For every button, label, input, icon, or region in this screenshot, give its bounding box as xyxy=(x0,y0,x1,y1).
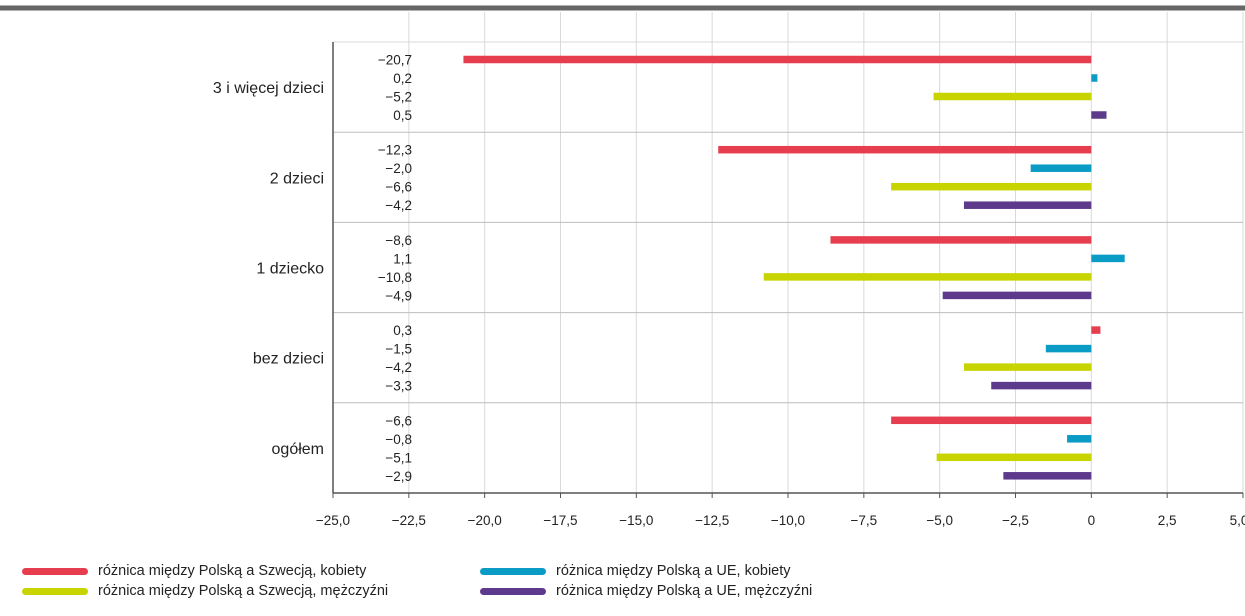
axes xyxy=(332,42,1244,498)
data-label: −2,9 xyxy=(385,469,412,484)
data-label: −4,2 xyxy=(385,360,412,375)
value-labels: −20,7 0,2 −5,2 0,5 −12,3 −2,0 −6,6 −4,2 −8,6 1,1 −… xyxy=(378,53,412,484)
bar xyxy=(1045,344,1092,353)
x-tick-label: −12,5 xyxy=(695,513,729,528)
legend-swatch xyxy=(22,587,88,595)
bar xyxy=(891,182,1092,191)
legend: różnica między Polską a Szwecją, kobiety… xyxy=(22,563,922,613)
bars xyxy=(463,55,1125,480)
bar xyxy=(891,416,1092,425)
x-tick-label: −20,0 xyxy=(468,513,502,528)
x-tick-label: −10,0 xyxy=(771,513,805,528)
legend-swatch xyxy=(480,567,546,575)
bar xyxy=(933,92,1092,101)
legend-swatch xyxy=(480,587,546,595)
x-tick-label: 2,5 xyxy=(1158,513,1177,528)
bar xyxy=(991,381,1092,390)
data-label: 0,3 xyxy=(393,323,412,338)
x-tick-label: −7,5 xyxy=(851,513,878,528)
x-tick-label: 5,0 xyxy=(1230,513,1245,528)
data-label: −20,7 xyxy=(378,53,412,68)
bar xyxy=(963,363,1092,371)
x-tick-labels: −25,0 −22,5 −20,0 −17,5 −15,0 −12,5 −10,0 −7,5 −… xyxy=(316,513,1245,528)
category-label: 2 dzieci xyxy=(270,170,324,187)
data-label: −5,2 xyxy=(385,90,412,105)
bar xyxy=(1030,164,1092,172)
bar xyxy=(718,145,1092,154)
legend-item-pl-eu-women: różnica między Polską a UE, kobiety xyxy=(480,563,791,579)
x-tick-label: −5,0 xyxy=(926,513,953,528)
bar xyxy=(1003,472,1092,480)
category-label: 1 dziecko xyxy=(256,261,324,278)
bar xyxy=(1067,435,1092,443)
data-label: 0,5 xyxy=(393,108,412,123)
category-separators xyxy=(333,131,1243,404)
bar xyxy=(1091,326,1101,334)
legend-item-pl-eu-men: różnica między Polską a UE, mężczyźni xyxy=(480,583,812,599)
bar xyxy=(830,236,1092,244)
data-label: −6,6 xyxy=(385,413,412,428)
bar xyxy=(763,273,1092,281)
data-label: −12,3 xyxy=(378,143,412,158)
data-label: 0,2 xyxy=(393,71,412,86)
data-label: −3,3 xyxy=(385,379,412,394)
x-tick-label: 0 xyxy=(1088,513,1096,528)
bar xyxy=(463,55,1092,64)
data-label: −1,5 xyxy=(385,342,412,357)
bar xyxy=(1091,254,1125,263)
category-label: ogółem xyxy=(272,441,324,458)
legend-label: różnica między Polską a Szwecją, kobiety xyxy=(98,563,367,579)
data-label: −5,1 xyxy=(385,450,412,465)
bar xyxy=(963,201,1092,209)
legend-label: różnica między Polską a Szwecją, mężczyź… xyxy=(98,583,389,599)
x-tick-label: −2,5 xyxy=(1002,513,1029,528)
legend-item-pl-se-women: różnica między Polską a Szwecją, kobiety xyxy=(22,563,366,579)
legend-item-pl-se-men: różnica między Polską a Szwecją, mężczyź… xyxy=(22,583,388,599)
x-tick-label: −25,0 xyxy=(316,513,350,528)
x-tick-label: −15,0 xyxy=(619,513,653,528)
data-label: −10,8 xyxy=(378,270,412,285)
data-label: −4,9 xyxy=(385,288,412,303)
data-label: 1,1 xyxy=(393,251,412,266)
bar xyxy=(1091,111,1107,119)
grid-lines xyxy=(333,12,1244,493)
legend-label: różnica między Polską a UE, kobiety xyxy=(556,563,791,579)
category-label: bez dzieci xyxy=(253,351,324,368)
bar-chart: −20,7 0,2 −5,2 0,5 −12,3 −2,0 −6,6 −4,2 −8,6 1,1 −… xyxy=(0,5,1245,528)
bar xyxy=(1091,74,1098,82)
bar xyxy=(942,291,1092,300)
legend-label: różnica między Polską a UE, mężczyźni xyxy=(556,583,813,599)
legend-swatch xyxy=(22,567,88,575)
data-label: −8,6 xyxy=(385,233,412,248)
x-tick-label: −17,5 xyxy=(543,513,577,528)
data-label: −0,8 xyxy=(385,432,412,447)
category-label: 3 i więcej dzieci xyxy=(213,80,324,97)
x-tick-label: −22,5 xyxy=(392,513,426,528)
category-labels: 3 i więcej dzieci 2 dzieci 1 dziecko bez dz… xyxy=(213,80,324,458)
bar xyxy=(936,453,1092,462)
data-label: −6,6 xyxy=(385,180,412,195)
data-label: −4,2 xyxy=(385,198,412,213)
data-label: −2,0 xyxy=(385,161,412,176)
